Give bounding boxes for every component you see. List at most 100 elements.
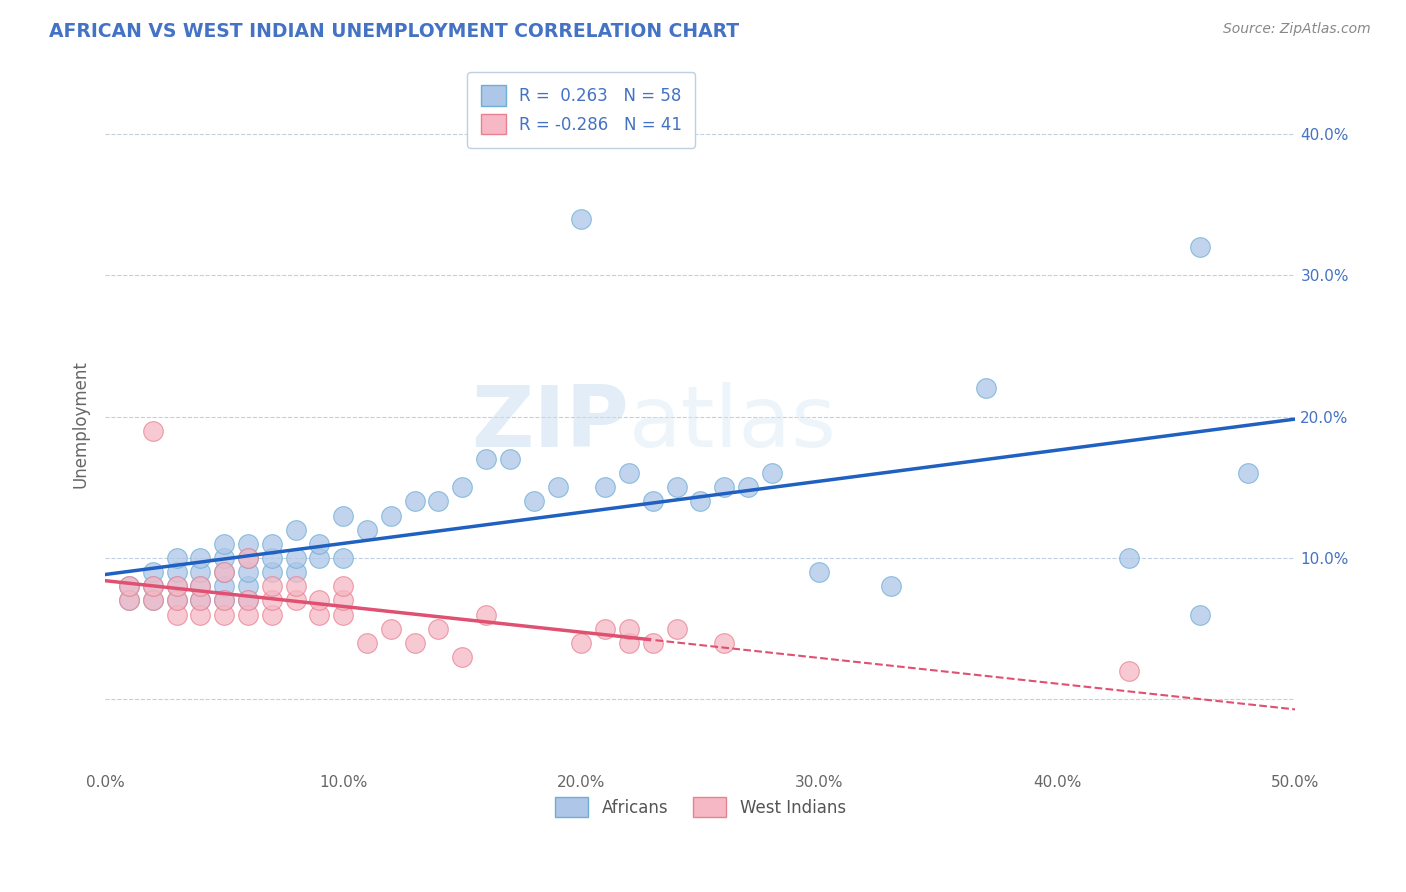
Point (142, 579, 165, 593)
Point (190, 579, 212, 593)
Point (166, 579, 188, 593)
Point (1118, 551, 1140, 566)
Point (689, 494, 711, 508)
Point (284, 579, 307, 593)
Point (190, 593, 212, 607)
Point (356, 523, 378, 537)
Point (142, 593, 165, 607)
Point (641, 636, 664, 650)
Point (118, 579, 141, 593)
Point (118, 593, 141, 607)
Point (260, 593, 283, 607)
Text: ZIP: ZIP (471, 382, 628, 466)
Point (569, 211, 592, 226)
Point (212, 579, 235, 593)
Point (332, 579, 354, 593)
Point (1189, 240, 1212, 254)
Point (665, 480, 688, 494)
Point (260, 579, 283, 593)
Point (142, 565, 165, 579)
Point (190, 551, 212, 566)
Point (142, 424, 165, 438)
Point (569, 636, 592, 650)
Point (260, 551, 283, 566)
Point (166, 593, 188, 607)
Point (713, 636, 735, 650)
Point (260, 565, 283, 579)
Point (260, 537, 283, 551)
Point (212, 551, 235, 566)
Point (808, 565, 831, 579)
Text: Source: ZipAtlas.com: Source: ZipAtlas.com (1223, 22, 1371, 37)
Point (284, 593, 307, 607)
Point (1118, 664, 1140, 678)
Point (142, 579, 165, 593)
Point (974, 381, 997, 395)
Point (190, 593, 212, 607)
Point (665, 622, 688, 636)
Point (166, 607, 188, 622)
Point (713, 480, 735, 494)
Point (451, 649, 474, 664)
Point (190, 607, 212, 622)
Point (427, 622, 450, 636)
Point (212, 593, 235, 607)
Point (212, 565, 235, 579)
Point (332, 593, 354, 607)
Text: atlas: atlas (628, 382, 837, 466)
Point (190, 565, 212, 579)
Point (880, 579, 903, 593)
Point (308, 537, 330, 551)
Point (212, 607, 235, 622)
Point (236, 551, 259, 566)
Point (212, 565, 235, 579)
Point (190, 579, 212, 593)
Point (236, 593, 259, 607)
Point (451, 480, 474, 494)
Point (142, 593, 165, 607)
Point (284, 523, 307, 537)
Point (617, 622, 640, 636)
Point (1189, 607, 1212, 622)
Point (593, 622, 616, 636)
Point (236, 593, 259, 607)
Point (547, 480, 569, 494)
Point (308, 607, 330, 622)
Point (475, 452, 498, 467)
Point (737, 480, 759, 494)
Point (118, 579, 141, 593)
Point (212, 537, 235, 551)
Point (260, 607, 283, 622)
Point (212, 593, 235, 607)
Point (404, 636, 426, 650)
Point (332, 607, 354, 622)
Point (332, 508, 354, 523)
Point (166, 551, 188, 566)
Point (499, 452, 522, 467)
Point (617, 636, 640, 650)
Point (404, 494, 426, 508)
Point (166, 593, 188, 607)
Point (356, 636, 378, 650)
Point (284, 565, 307, 579)
Point (284, 551, 307, 566)
Point (118, 593, 141, 607)
Point (166, 579, 188, 593)
Point (236, 565, 259, 579)
Point (236, 607, 259, 622)
Point (166, 565, 188, 579)
Point (761, 466, 783, 480)
Legend: Africans, West Indians: Africans, West Indians (548, 790, 852, 824)
Point (523, 494, 546, 508)
Point (236, 537, 259, 551)
Point (236, 551, 259, 566)
Y-axis label: Unemployment: Unemployment (72, 359, 89, 488)
Point (380, 508, 402, 523)
Point (475, 607, 498, 622)
Point (641, 494, 664, 508)
Point (380, 622, 402, 636)
Point (308, 551, 330, 566)
Point (593, 480, 616, 494)
Text: AFRICAN VS WEST INDIAN UNEMPLOYMENT CORRELATION CHART: AFRICAN VS WEST INDIAN UNEMPLOYMENT CORR… (49, 22, 740, 41)
Point (332, 551, 354, 566)
